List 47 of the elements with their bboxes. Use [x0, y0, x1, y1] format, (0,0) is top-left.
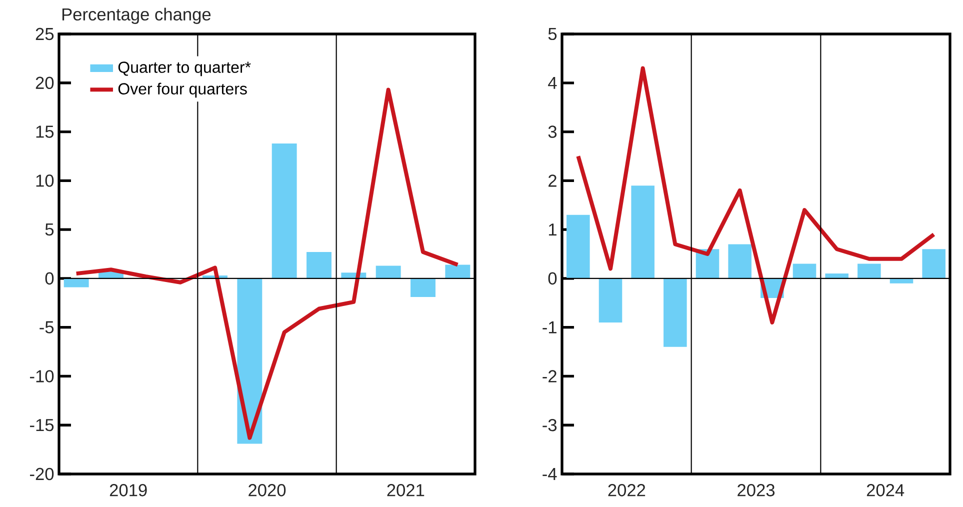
x-tick-label: 2019	[110, 484, 147, 496]
bar	[858, 264, 881, 278]
bar	[792, 264, 816, 278]
bar	[64, 278, 89, 288]
x-tick-label: 2022	[608, 484, 646, 496]
bar	[598, 278, 622, 322]
y-tick-label: 4	[548, 76, 557, 89]
y-tick-label: -1	[542, 321, 556, 334]
y-tick-label: -3	[542, 418, 557, 432]
bar	[631, 186, 654, 278]
x-tick-label: 2024	[866, 484, 904, 496]
y-tick-label: 0	[45, 272, 54, 285]
y-tick-label: -4	[542, 468, 557, 480]
legend-label: Quarter to quarter*	[118, 62, 251, 76]
bar	[272, 144, 297, 278]
legend-label: Over four quarters	[118, 82, 247, 98]
bar	[237, 278, 262, 444]
y-tick-label: -10	[30, 370, 54, 382]
bar	[728, 244, 752, 278]
y-tick-label: 1	[548, 224, 556, 236]
bar	[664, 278, 687, 347]
y-tick-label: -20	[30, 468, 54, 480]
bar	[445, 264, 470, 278]
x-tick-label: 2023	[738, 484, 775, 496]
y-tick-label: -15	[30, 419, 54, 432]
y-tick-label: 2	[548, 174, 556, 187]
bar	[825, 274, 848, 278]
y-tick-label: -2	[542, 370, 556, 382]
y-tick-label: 5	[45, 224, 54, 236]
bar	[890, 278, 914, 284]
x-tick-label: 2021	[387, 484, 424, 496]
bar	[922, 249, 946, 278]
y-tick-label: -5	[40, 321, 54, 334]
bar	[376, 266, 401, 278]
y-axis-title: Percentage change	[62, 8, 211, 24]
y-tick-label: 25	[36, 28, 54, 40]
y-tick-label: 0	[548, 272, 557, 285]
y-tick-label: 20	[36, 76, 54, 90]
bar	[306, 252, 332, 278]
x-tick-label: 2020	[248, 484, 286, 496]
y-tick-label: 5	[548, 28, 557, 40]
y-tick-label: 15	[36, 126, 54, 138]
bar	[566, 214, 590, 278]
bar	[410, 278, 436, 298]
line-series	[576, 66, 936, 324]
y-tick-label: 3	[548, 126, 557, 138]
y-tick-label: 10	[36, 174, 54, 187]
